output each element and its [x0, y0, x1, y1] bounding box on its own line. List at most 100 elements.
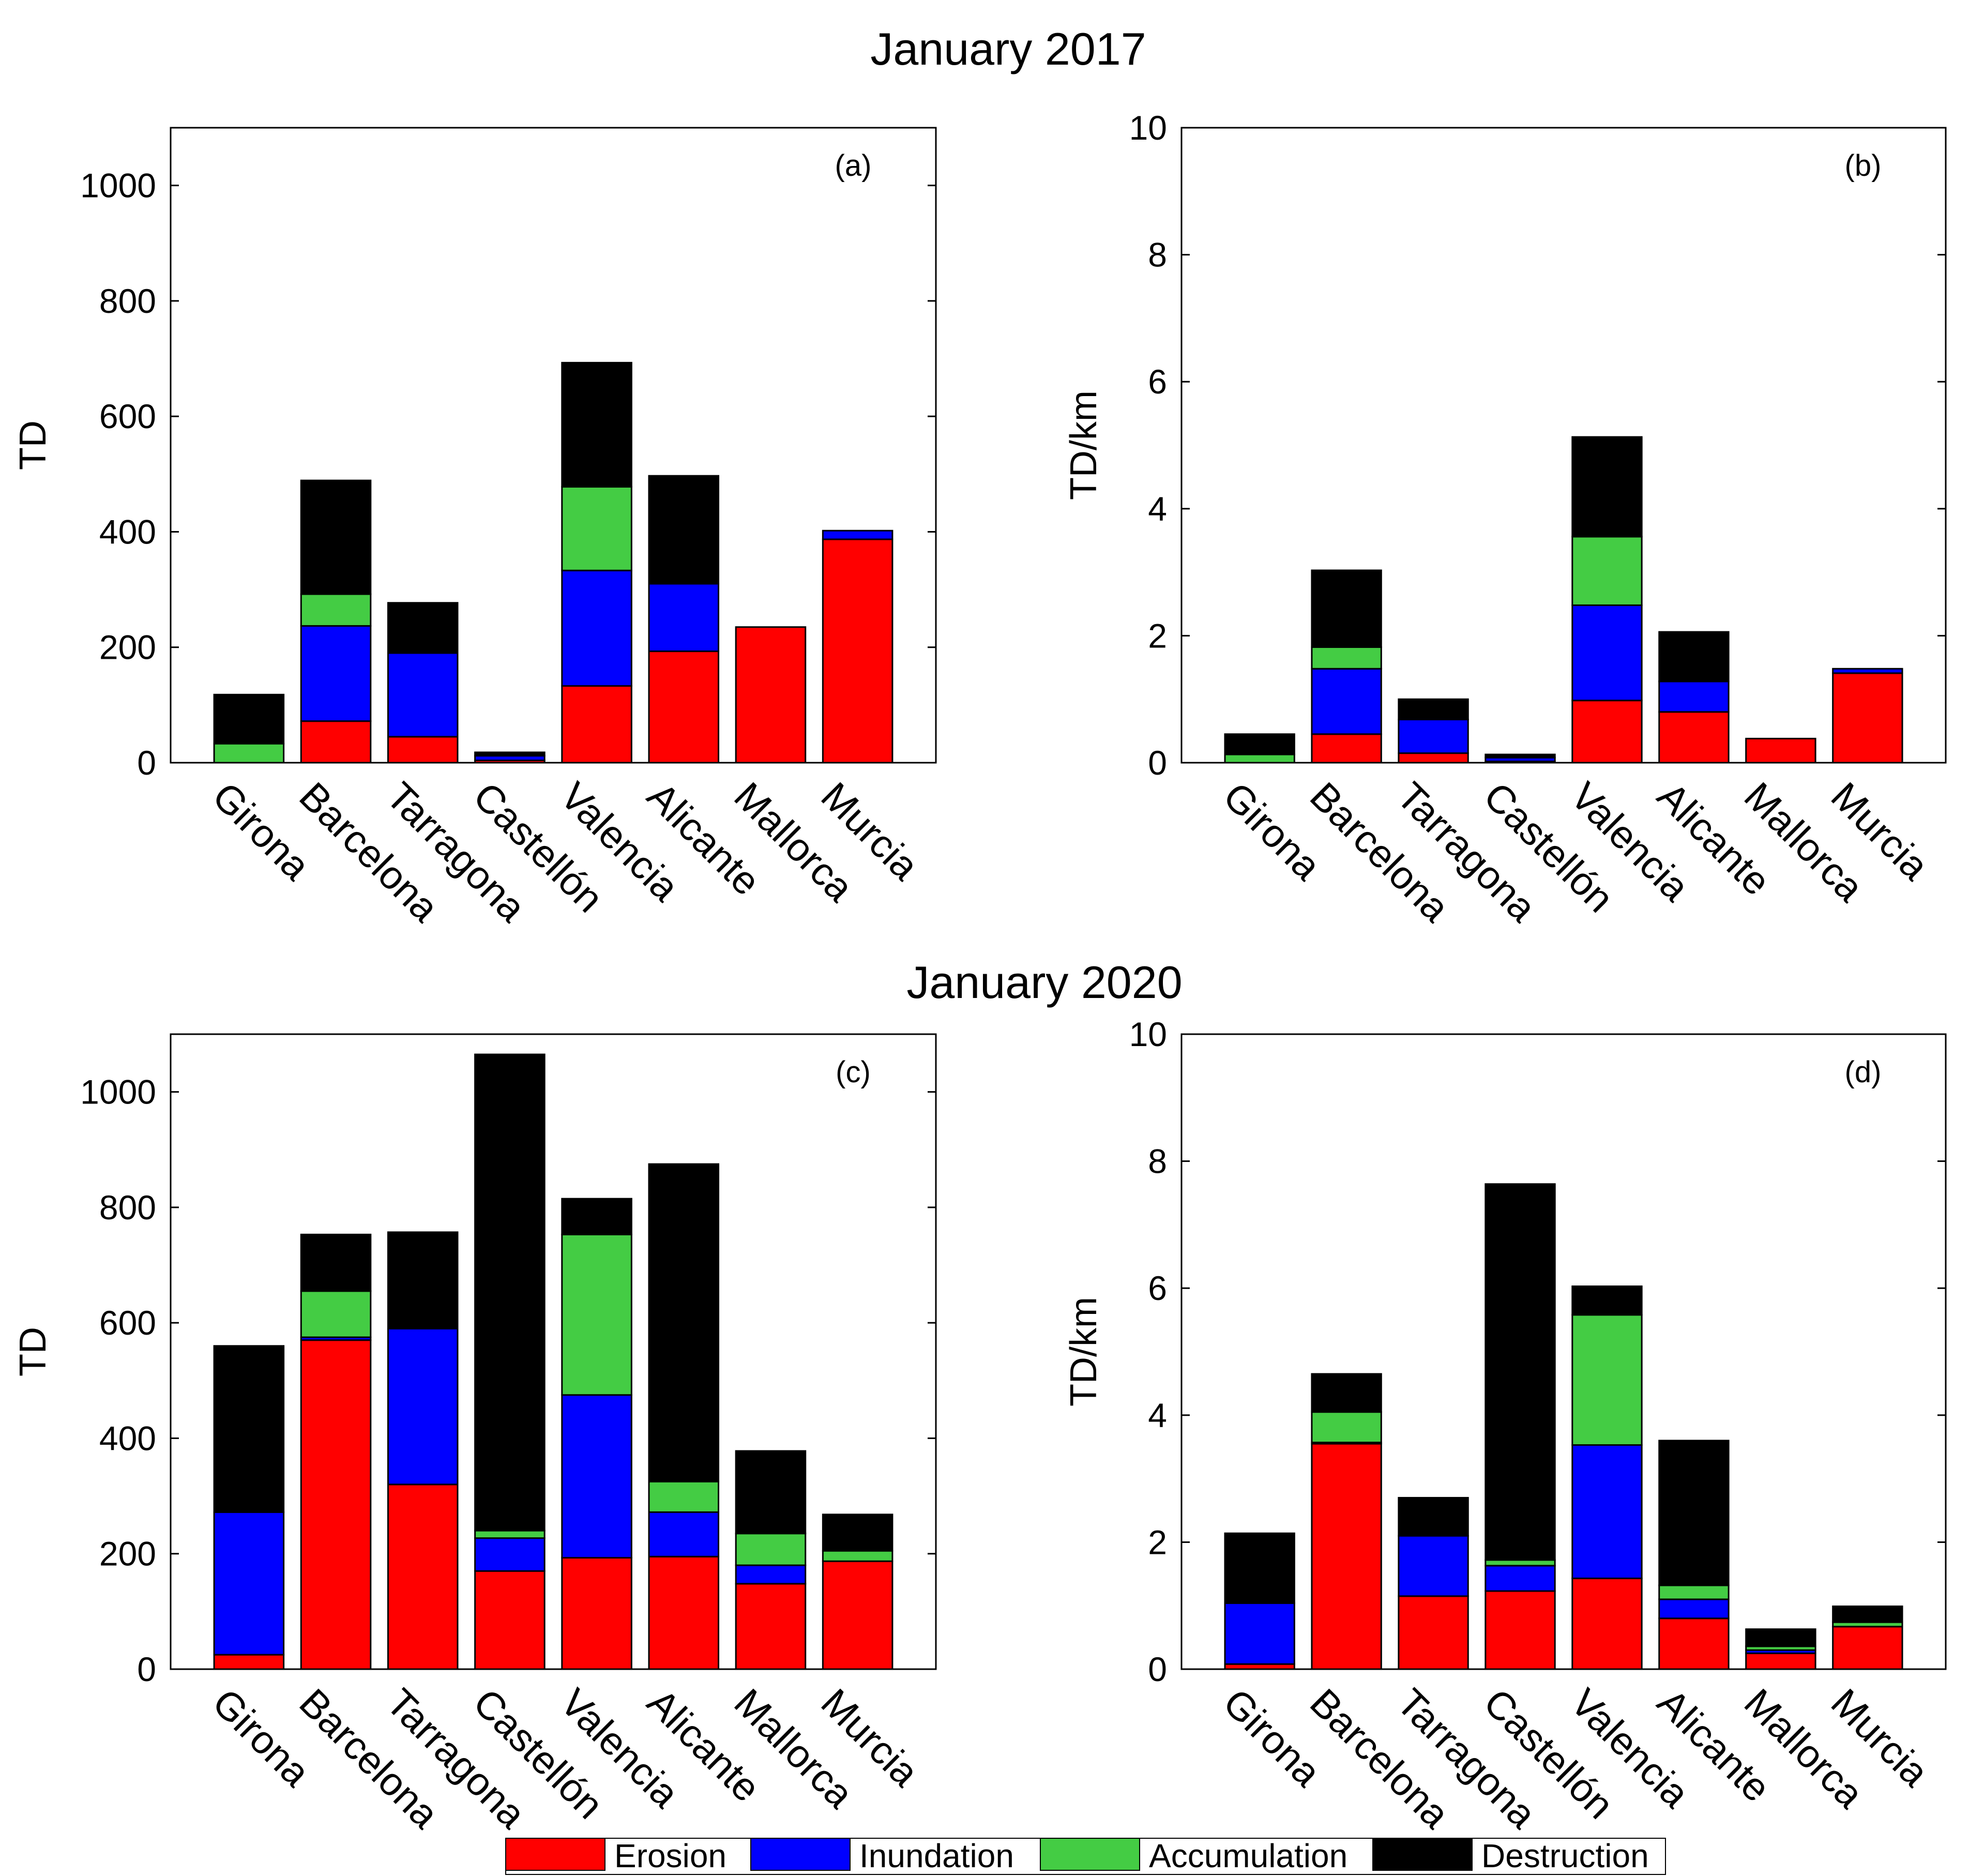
bar-a-tarragona-erosion — [387, 736, 459, 764]
bar-b-girona-destruction — [1224, 733, 1295, 755]
bar-c-valencia-inundation — [561, 1394, 632, 1559]
bar-c-valencia-destruction — [561, 1198, 632, 1235]
y-tick-label-a-200: 200 — [99, 628, 156, 667]
bar-b-valencia-inundation — [1571, 604, 1643, 702]
bar-b-tarragona-destruction — [1398, 698, 1469, 720]
bar-c-murcia-destruction — [822, 1514, 893, 1552]
bar-d-girona-inundation — [1224, 1602, 1295, 1665]
bar-c-valencia-accumulation — [561, 1233, 632, 1396]
bar-b-girona-accumulation — [1224, 753, 1295, 764]
y-axis-label-d: TD/km — [1063, 1297, 1104, 1406]
bar-c-girona-inundation — [213, 1511, 285, 1656]
bar-b-valencia-destruction — [1571, 436, 1643, 538]
bar-b-alicante-inundation — [1658, 680, 1730, 713]
bar-b-valencia-accumulation — [1571, 536, 1643, 606]
bar-b-castellon-destruction — [1485, 753, 1556, 759]
bar-c-tarragona-inundation — [387, 1327, 459, 1486]
legend-label-destruction: Destruction — [1481, 1837, 1649, 1874]
panel-tag-b: (b) — [1845, 149, 1882, 183]
y-tick-label-c-0: 0 — [137, 1650, 156, 1688]
bar-b-barcelona-inundation — [1311, 668, 1382, 735]
bar-d-barcelona-destruction — [1311, 1373, 1382, 1413]
legend-swatch-erosion — [505, 1838, 605, 1871]
bar-a-alicante-erosion — [648, 650, 720, 764]
bar-a-mallorca-erosion — [735, 626, 807, 764]
bar-b-murcia-erosion — [1832, 672, 1903, 764]
bar-d-barcelona-accumulation — [1311, 1411, 1382, 1444]
y-tick-label-a-800: 800 — [99, 282, 156, 320]
bar-c-castellon-inundation — [474, 1537, 546, 1572]
bar-d-alicante-destruction — [1658, 1440, 1730, 1586]
bar-b-valencia-erosion — [1571, 700, 1643, 764]
y-tick-label-c-800: 800 — [99, 1188, 156, 1227]
bar-b-tarragona-erosion — [1398, 752, 1469, 764]
bar-d-tarragona-erosion — [1398, 1595, 1469, 1670]
bar-b-alicante-destruction — [1658, 631, 1730, 683]
y-tick-label-d-10: 10 — [1129, 1015, 1167, 1053]
y-tick-label-b-4: 4 — [1148, 490, 1167, 528]
bar-d-valencia-destruction — [1571, 1285, 1643, 1316]
bar-a-barcelona-inundation — [300, 625, 372, 722]
legend: Erosion Inundation Accumulation Destruct… — [505, 1837, 1666, 1875]
plot-frame-d — [1180, 1033, 1947, 1670]
panel-tag-c: (c) — [836, 1055, 871, 1089]
bar-c-castellon-accumulation — [474, 1530, 546, 1539]
bar-c-murcia-erosion — [822, 1560, 893, 1670]
bar-c-mallorca-destruction — [735, 1450, 807, 1535]
bar-d-valencia-inundation — [1571, 1444, 1643, 1579]
bar-b-barcelona-accumulation — [1311, 646, 1382, 670]
bar-c-mallorca-erosion — [735, 1583, 807, 1670]
bar-d-tarragona-destruction — [1398, 1496, 1469, 1537]
bar-d-castellon-inundation — [1485, 1565, 1556, 1592]
plot-frame-c — [170, 1033, 937, 1670]
bar-a-girona-accumulation — [213, 743, 285, 764]
bar-d-alicante-inundation — [1658, 1598, 1730, 1620]
legend-swatch-inundation — [750, 1838, 851, 1871]
bar-c-alicante-accumulation — [648, 1480, 720, 1513]
bar-c-tarragona-destruction — [387, 1231, 459, 1329]
bar-d-girona-destruction — [1224, 1532, 1295, 1604]
y-tick-label-a-600: 600 — [99, 397, 156, 435]
bar-b-tarragona-inundation — [1398, 718, 1469, 754]
panel-tag-d: (d) — [1845, 1055, 1882, 1089]
bar-c-alicante-erosion — [648, 1555, 720, 1670]
bar-d-murcia-destruction — [1832, 1605, 1903, 1623]
bar-d-mallorca-erosion — [1745, 1652, 1816, 1670]
bar-b-barcelona-destruction — [1311, 569, 1382, 648]
y-tick-label-a-0: 0 — [137, 744, 156, 782]
bar-a-valencia-erosion — [561, 685, 632, 764]
y-tick-label-b-2: 2 — [1148, 616, 1167, 655]
group-title-2017: January 2017 — [870, 23, 1146, 74]
bar-d-castellon-destruction — [1485, 1183, 1556, 1561]
bar-c-girona-erosion — [213, 1654, 285, 1670]
bar-d-barcelona-erosion — [1311, 1443, 1382, 1670]
bar-b-alicante-erosion — [1658, 711, 1730, 764]
y-tick-label-a-1000: 1000 — [80, 167, 156, 205]
bar-d-castellon-erosion — [1485, 1590, 1556, 1670]
bar-b-mallorca-erosion — [1745, 737, 1816, 764]
y-tick-label-c-1000: 1000 — [80, 1073, 156, 1111]
y-tick-label-d-4: 4 — [1148, 1396, 1167, 1434]
y-tick-label-d-6: 6 — [1148, 1269, 1167, 1307]
bar-c-barcelona-destruction — [300, 1233, 372, 1292]
y-tick-label-b-8: 8 — [1148, 236, 1167, 274]
y-tick-label-a-400: 400 — [99, 512, 156, 551]
y-tick-label-b-6: 6 — [1148, 362, 1167, 401]
bar-d-valencia-accumulation — [1571, 1314, 1643, 1446]
legend-swatch-accumulation — [1040, 1838, 1140, 1871]
y-tick-label-c-200: 200 — [99, 1535, 156, 1573]
bar-a-tarragona-destruction — [387, 602, 459, 654]
bar-c-mallorca-accumulation — [735, 1533, 807, 1566]
y-axis-label-b: TD/km — [1063, 390, 1104, 500]
bar-a-girona-destruction — [213, 693, 285, 745]
y-tick-label-d-2: 2 — [1148, 1523, 1167, 1561]
bar-d-mallorca-destruction — [1745, 1628, 1816, 1647]
bar-c-barcelona-erosion — [300, 1339, 372, 1670]
y-tick-label-c-600: 600 — [99, 1304, 156, 1342]
y-axis-label-c: TD — [12, 1327, 54, 1376]
bar-a-alicante-destruction — [648, 475, 720, 585]
legend-label-inundation: Inundation — [859, 1837, 1014, 1874]
bar-c-murcia-accumulation — [822, 1550, 893, 1562]
bar-c-mallorca-inundation — [735, 1564, 807, 1585]
